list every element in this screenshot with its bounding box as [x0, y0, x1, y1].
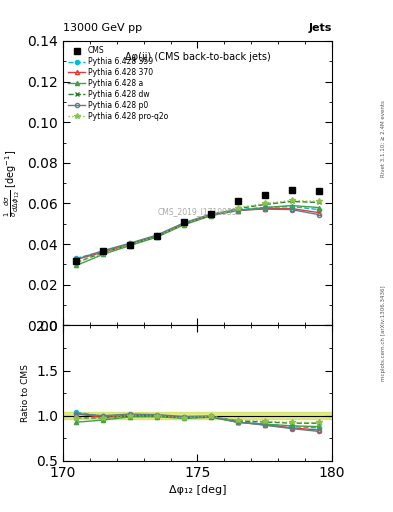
Text: 13000 GeV pp: 13000 GeV pp — [63, 23, 142, 33]
Text: Rivet 3.1.10; ≥ 2.4M events: Rivet 3.1.10; ≥ 2.4M events — [381, 100, 386, 177]
Text: CMS_2019_I1719955: CMS_2019_I1719955 — [158, 207, 237, 216]
Bar — [63, 412, 332, 419]
X-axis label: Δφ₁₂ [deg]: Δφ₁₂ [deg] — [169, 485, 226, 495]
Text: mcplots.cern.ch [arXiv:1306.3436]: mcplots.cern.ch [arXiv:1306.3436] — [381, 285, 386, 380]
Legend: CMS, Pythia 6.428 359, Pythia 6.428 370, Pythia 6.428 a, Pythia 6.428 dw, Pythia: CMS, Pythia 6.428 359, Pythia 6.428 370,… — [67, 45, 170, 122]
Text: Jets: Jets — [309, 23, 332, 33]
Y-axis label: $\frac{1}{\sigma}\frac{d\sigma}{d\Delta\phi_{12}}$ [deg$^{-1}$]: $\frac{1}{\sigma}\frac{d\sigma}{d\Delta\… — [2, 150, 22, 217]
Y-axis label: Ratio to CMS: Ratio to CMS — [22, 364, 31, 422]
Text: Δφ(jj) (CMS back-to-back jets): Δφ(jj) (CMS back-to-back jets) — [125, 52, 270, 62]
